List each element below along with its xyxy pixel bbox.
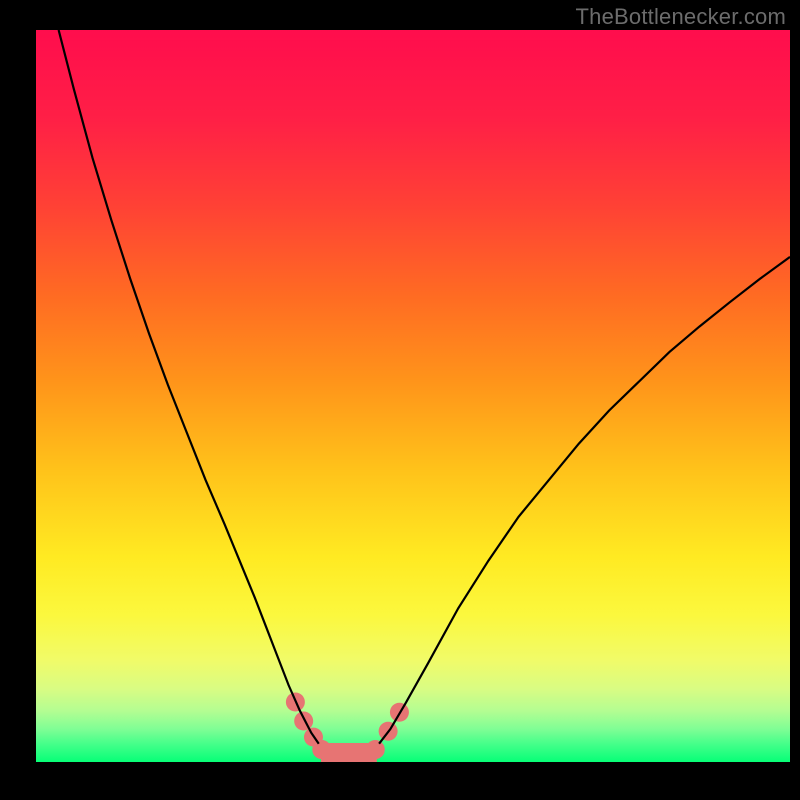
chart-svg xyxy=(36,30,790,762)
data-marker xyxy=(366,740,385,759)
chart-frame xyxy=(0,0,800,800)
plot-area xyxy=(36,30,790,762)
gradient-background xyxy=(36,30,790,762)
data-marker xyxy=(294,712,313,731)
data-marker xyxy=(312,740,331,759)
watermark-text: TheBottlenecker.com xyxy=(576,4,786,30)
